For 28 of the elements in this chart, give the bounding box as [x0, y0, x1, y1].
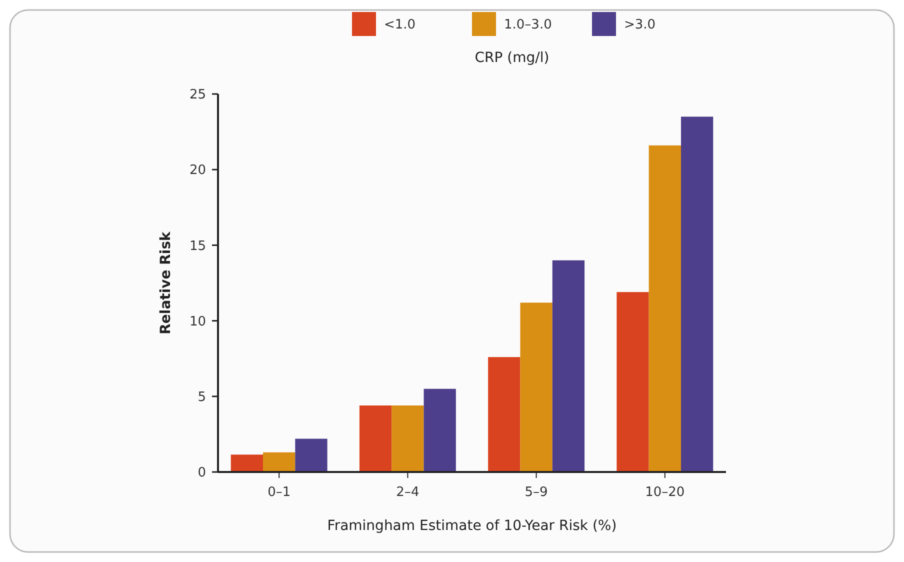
legend-label: <1.0: [384, 18, 416, 33]
y-tick-label: 20: [189, 163, 206, 178]
bar: [263, 452, 296, 472]
bar: [552, 260, 585, 472]
bar: [230, 454, 264, 472]
x-tick-label: 2–4: [396, 485, 420, 500]
y-tick-label: 15: [189, 238, 206, 254]
bar: [295, 438, 328, 472]
bar: [616, 292, 649, 472]
y-tick-label: 0: [198, 466, 206, 481]
bar: [680, 116, 714, 472]
bar: [424, 388, 456, 472]
bar: [520, 302, 552, 472]
y-tick-label: 5: [198, 390, 206, 405]
x-tick-label: 10–20: [645, 485, 685, 500]
x-axis-title: Framingham Estimate of 10-Year Risk (%): [327, 518, 617, 534]
y-tick-label: 10: [189, 314, 206, 330]
bar: [359, 405, 392, 472]
bar: [488, 357, 520, 472]
y-axis-title: Relative Risk: [158, 230, 174, 334]
y-tick-label: 25: [189, 88, 206, 103]
bar: [392, 405, 424, 472]
legend-label: >3.0: [624, 18, 656, 33]
bar: [648, 145, 681, 472]
x-tick-label: 0–1: [268, 485, 291, 500]
legend-title: CRP (mg/l): [474, 50, 550, 66]
legend-label: 1.0–3.0: [504, 18, 552, 33]
x-tick-label: 5–9: [524, 485, 548, 500]
